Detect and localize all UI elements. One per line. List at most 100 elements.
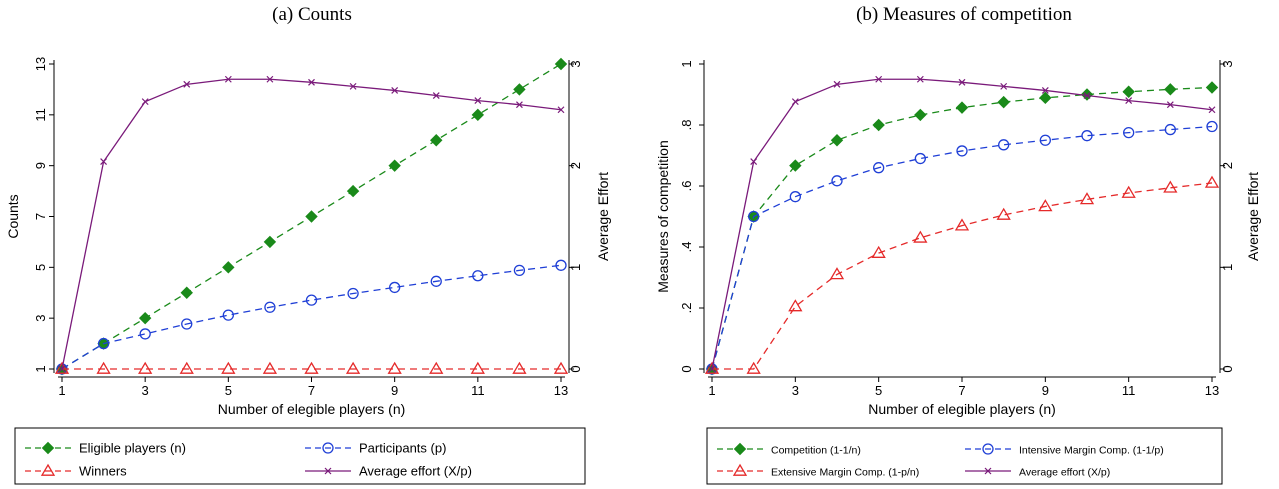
panel-a-x-tick-label: 11 <box>471 383 485 398</box>
panel-b-series-2-point <box>1081 130 1093 142</box>
panel-b-legend-swatch-marker <box>982 443 994 455</box>
panel-a-series-3-point <box>262 361 278 374</box>
panel-a-series-4-point-stroke-2 <box>308 78 315 86</box>
panel-b-series-4-point-stroke-2 <box>916 75 924 83</box>
panel-a-y2-tick-label: 2 <box>568 162 583 169</box>
panel-a-y-tick-label: 5 <box>33 264 48 271</box>
panel-b-series-4-point-stroke-2 <box>1208 106 1216 114</box>
panel-a-x-tick-label: 5 <box>225 383 232 398</box>
panel-b-series-1-point <box>955 101 969 114</box>
panel-b-series-1-point <box>914 108 927 122</box>
panel-a-series-4-point-stroke-2 <box>515 101 523 109</box>
panel-b-series-4 <box>708 75 1216 373</box>
panel-a-series-4-point-stroke-2 <box>557 106 565 114</box>
panel-b-series-4-line <box>711 78 1213 370</box>
panel-a-series-4-point <box>100 158 108 166</box>
panel-a-legend: Eligible players (n) Participants (p) Winn… <box>14 427 586 485</box>
panel-a-series-4-point-stroke-2 <box>100 158 108 166</box>
panel-a-series-1-point <box>346 184 360 198</box>
panel-b-series-1-point <box>789 159 802 172</box>
panel-b-y2-tick-label: 2 <box>1220 162 1235 169</box>
panel-a-series-3-point <box>221 361 236 374</box>
panel-b-series-1-point <box>1039 91 1052 105</box>
panel-b-series-3-point <box>704 361 720 374</box>
panel-b-series-1 <box>705 81 1219 376</box>
panel-b-series-2-point <box>998 139 1010 151</box>
panel-b-series-2-line <box>711 125 1213 370</box>
panel-a-y-tick-label: 3 <box>33 315 48 322</box>
panel-a-legend-label: Winners <box>79 464 127 479</box>
panel-a-series-1-point <box>471 108 485 122</box>
panel-a-series-4-point <box>515 101 523 109</box>
panel-b-legend-label: Average effort (X/p) <box>1019 467 1110 479</box>
panel-a-series-4-point <box>432 92 440 99</box>
panel-a-series-2-point <box>181 318 193 330</box>
panel-b-y-tick-label: 1 <box>679 60 694 67</box>
panel-b-series-2-point <box>1206 120 1218 133</box>
panel-a-series-3-point <box>387 361 402 374</box>
panel-b-series-2-point <box>956 145 968 157</box>
panel-a-x-tick-label: 3 <box>142 383 149 398</box>
panel-b-title: (b) Measures of competition <box>856 4 1072 25</box>
panel-b-series-4-point <box>1208 106 1216 114</box>
panel-b-legend-label: Intensive Margin Comp. (1-1/p) <box>1019 445 1164 457</box>
panel-a-series-4-line <box>61 78 562 370</box>
panel-b-series-4-point <box>875 75 883 83</box>
panel-a-legend-swatch-marker <box>40 463 56 476</box>
panel-b-series-3-point <box>1121 185 1136 198</box>
panel-a-series-1-point <box>554 57 568 71</box>
panel-b-y-tick-label: .4 <box>679 242 694 253</box>
panel-b-series-2-point <box>1039 134 1051 146</box>
panel-a-series-4-point-stroke-2 <box>349 82 357 90</box>
panel-b-series-4-point <box>1166 101 1174 109</box>
panel-a-series-4-point <box>391 87 399 94</box>
panel-b-series-4-point <box>1083 92 1091 99</box>
panel-b-series-4-point-stroke-2 <box>708 365 716 373</box>
panel-a-series-1-point <box>305 210 318 223</box>
panel-a-series-2-point <box>222 309 234 321</box>
panel-a-series-4-point <box>183 80 191 88</box>
panel-a-series-2-point <box>513 264 526 277</box>
panel-a-y-tick-label: 7 <box>33 213 48 220</box>
panel-b-y-tick-label: .8 <box>679 120 694 131</box>
panel-a-series-2-point <box>430 275 442 287</box>
panel-a-y-tick-label: 9 <box>33 162 48 169</box>
panel-a-series-4-point <box>308 78 315 86</box>
panel-b-series-3-point <box>1079 192 1095 205</box>
panel-b-x-tick-label: 1 <box>708 383 715 398</box>
panel-a-series-2-point <box>555 259 567 271</box>
panel-a-series-1-point <box>513 83 526 96</box>
panel-a-series-4-point-stroke-2 <box>391 87 399 94</box>
panel-b-series-3-point <box>871 245 886 258</box>
panel-b-series-4-point <box>916 75 924 83</box>
panel-a-series-2-point <box>97 337 110 350</box>
panel-b-series-3-point <box>746 361 761 374</box>
panel-b-series-4-point <box>958 78 966 86</box>
panel-b-series-1-line <box>711 86 1213 370</box>
panel-a-legend-label: Average effort (X/p) <box>359 464 472 479</box>
panel-b-series-3-point <box>996 207 1011 220</box>
panel-a-series-2-point <box>305 294 318 306</box>
panel-b-legend-label: Competition (1-1/n) <box>771 445 861 457</box>
panel-b-series-3-point <box>829 267 845 280</box>
panel-a-series-1 <box>55 57 568 376</box>
panel-b-series-3-point <box>788 299 803 312</box>
panel-a-legend-box <box>14 427 586 485</box>
panel-a-series-3-point <box>179 361 194 374</box>
panel-b-series-4-point-stroke-2 <box>833 80 841 88</box>
panel-b-series-4-point <box>1000 82 1008 90</box>
panel-b-y2-tick-label: 0 <box>1220 365 1235 372</box>
panel-a-series-4-point <box>557 106 565 114</box>
panel-b-series-4-point <box>708 365 716 373</box>
panel-b-series-2-point <box>914 152 926 165</box>
panel-a-series-4-point-stroke-2 <box>141 98 149 106</box>
panel-a-series-4-point <box>349 82 357 90</box>
panel-b-series-3 <box>704 175 1220 374</box>
panel-b-series-1-point <box>1164 83 1177 96</box>
panel-a-series-4-point-stroke-2 <box>183 80 191 88</box>
panel-a-legend-swatch-marker <box>41 441 55 455</box>
panel-b-series-4-point-stroke-2 <box>791 98 799 106</box>
